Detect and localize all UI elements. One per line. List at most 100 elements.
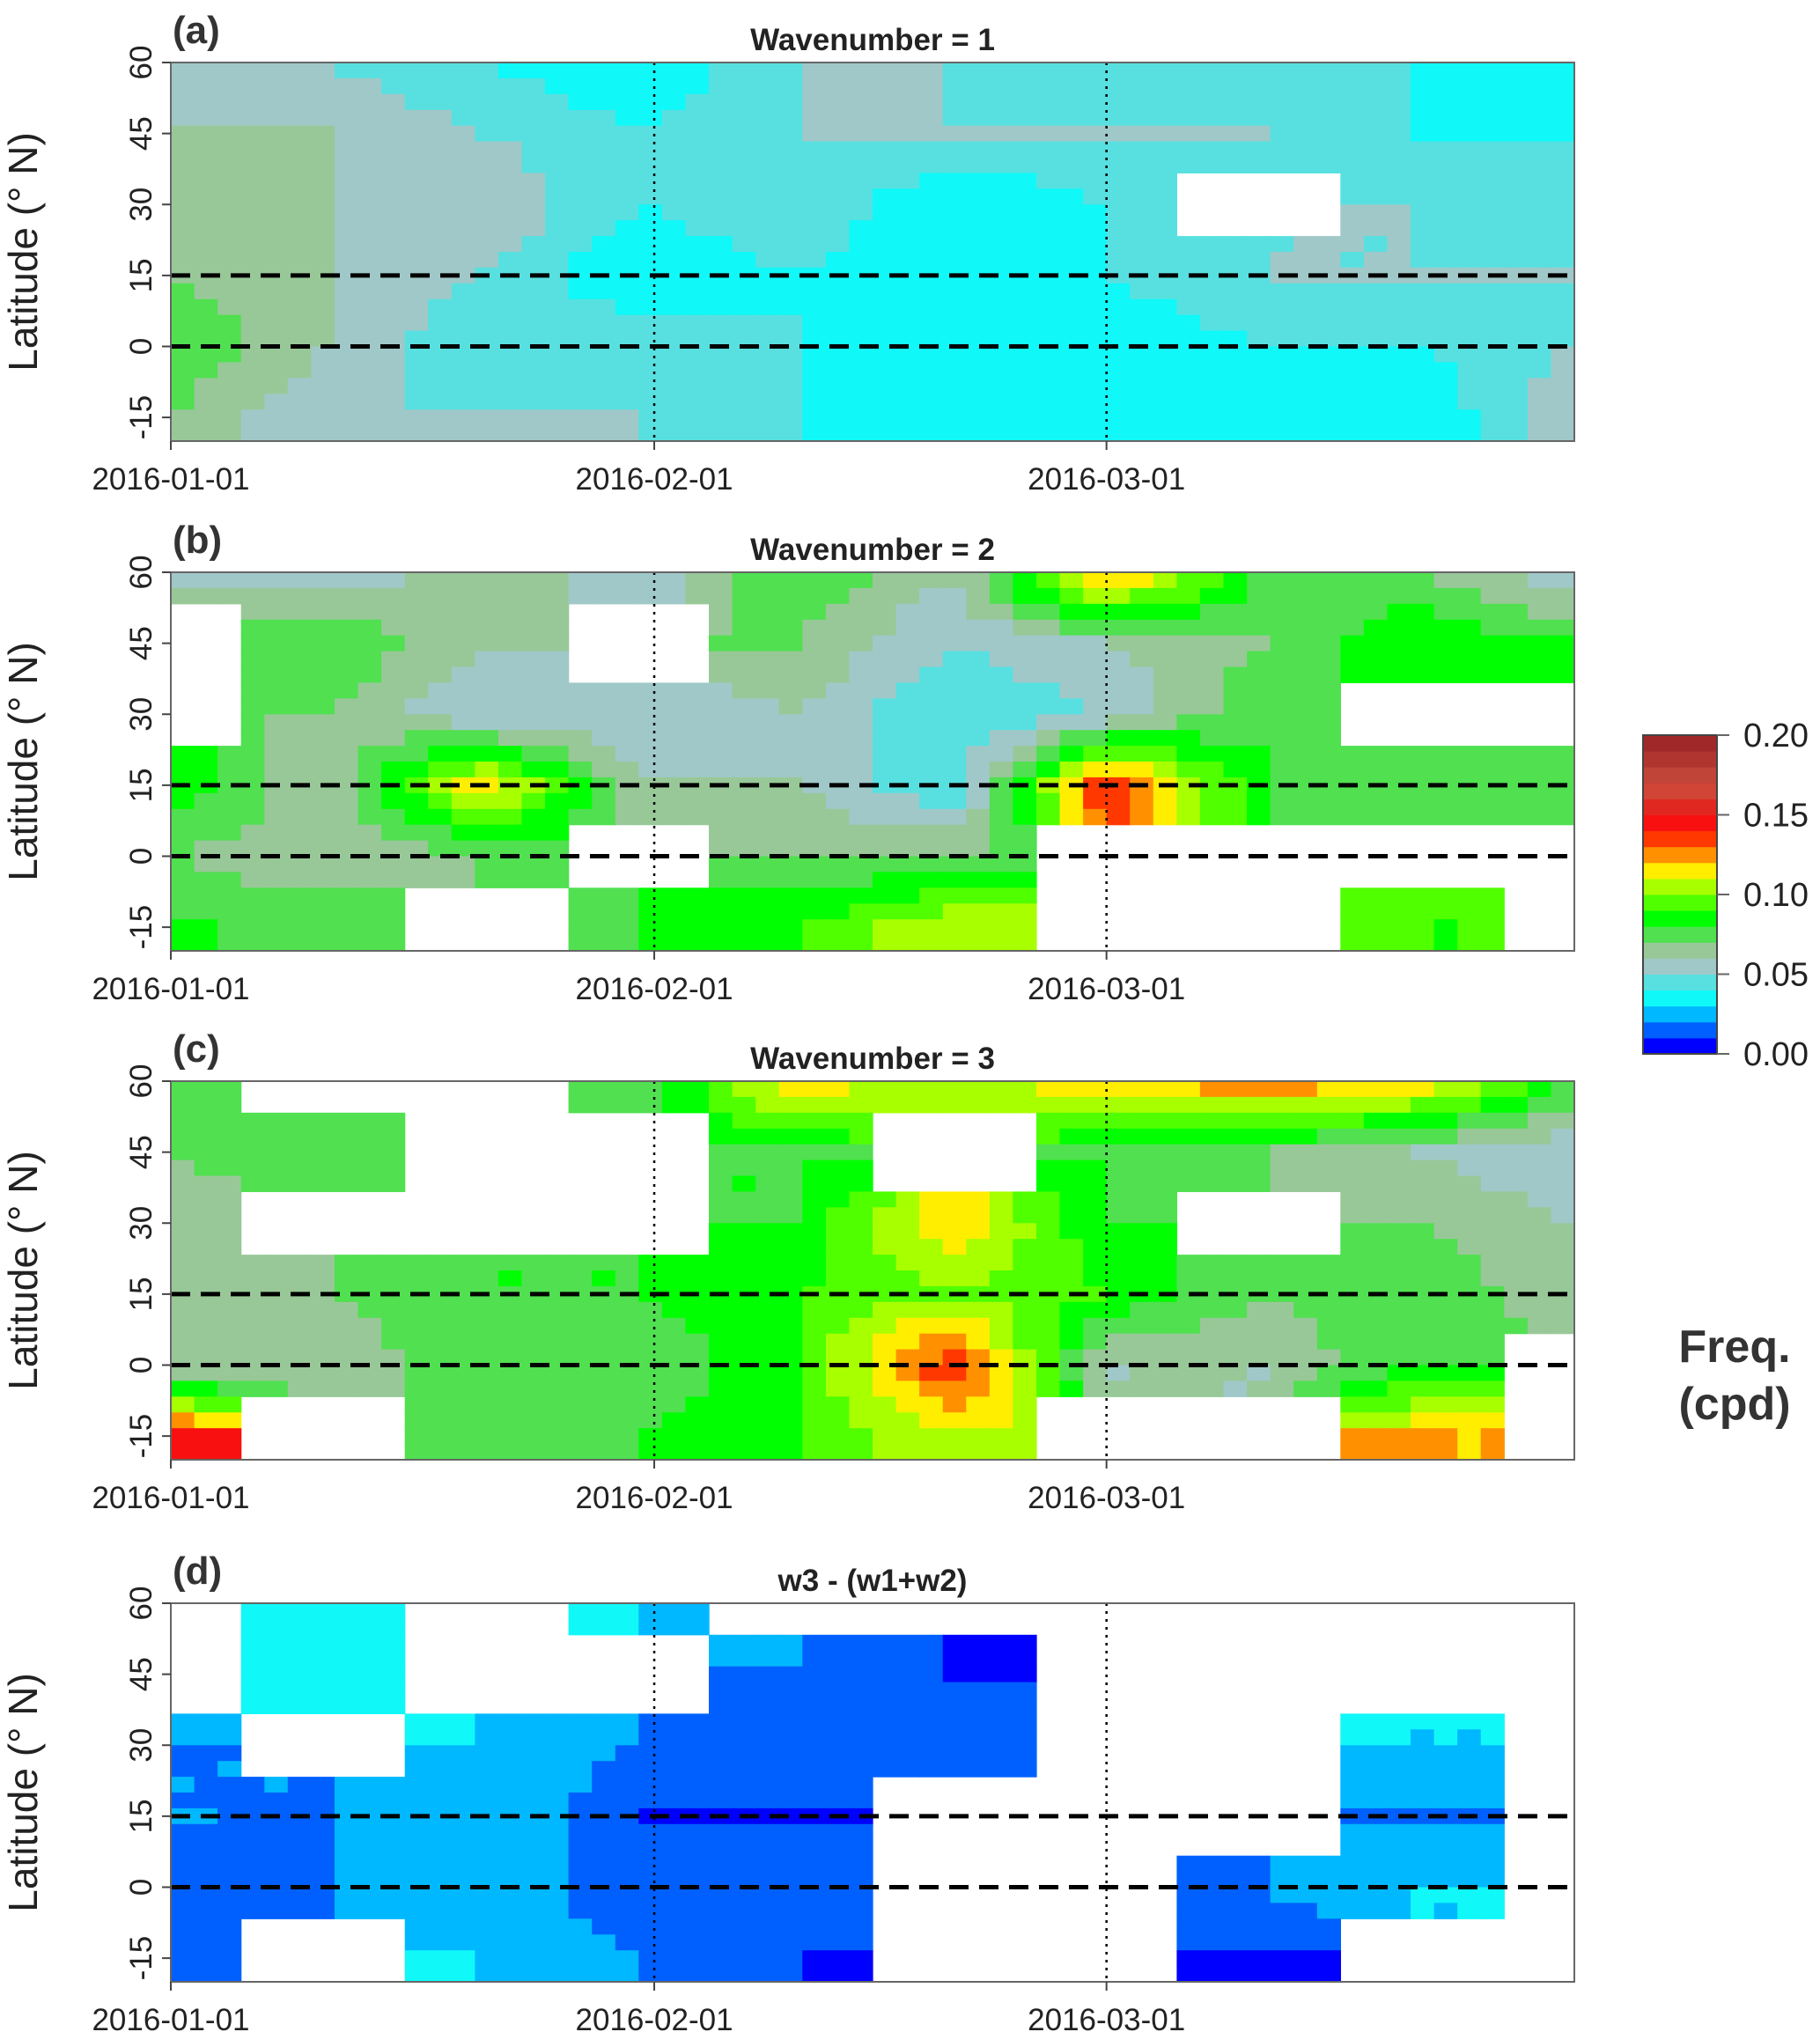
heat-cell bbox=[685, 236, 710, 253]
heat-cell bbox=[1247, 1903, 1271, 1919]
heat-cell bbox=[615, 1603, 639, 1620]
heat-cell bbox=[778, 141, 803, 158]
heat-cell bbox=[895, 1191, 920, 1208]
heat-cell bbox=[755, 603, 780, 621]
heat-cell bbox=[638, 1934, 663, 1951]
heat-cell bbox=[1457, 572, 1482, 589]
heat-cell bbox=[287, 572, 312, 589]
heat-cell bbox=[217, 267, 242, 284]
heat-cell bbox=[451, 330, 475, 348]
heat-cell bbox=[194, 330, 218, 348]
heat-cell bbox=[287, 651, 312, 668]
heat-cell bbox=[661, 63, 687, 79]
heat-cell bbox=[568, 298, 593, 316]
heat-cell bbox=[732, 1223, 756, 1240]
heat-cell bbox=[825, 362, 851, 379]
heat-cell bbox=[989, 824, 1013, 842]
heat-cell bbox=[335, 619, 359, 637]
heat-cell bbox=[895, 762, 920, 778]
heat-cell bbox=[685, 792, 710, 810]
y-tick-label: -15 bbox=[124, 905, 158, 950]
heat-cell bbox=[638, 188, 663, 205]
heat-cell bbox=[1130, 252, 1154, 269]
x-tick-label: 2016-02-01 bbox=[576, 2003, 733, 2032]
heat-cell bbox=[428, 157, 453, 173]
heat-cell bbox=[1480, 619, 1505, 637]
heat-cell bbox=[1083, 220, 1108, 237]
heat-cell bbox=[568, 808, 593, 826]
heat-cell bbox=[802, 1918, 827, 1935]
heat-cell bbox=[335, 666, 359, 683]
heat-cell bbox=[873, 903, 897, 920]
heat-cell bbox=[1106, 808, 1131, 826]
heat-cell bbox=[895, 1365, 920, 1381]
heat-cell bbox=[873, 587, 897, 605]
heat-cell bbox=[240, 77, 265, 95]
heat-cell bbox=[732, 808, 756, 826]
heat-cell bbox=[1316, 651, 1341, 668]
heat-cell bbox=[451, 572, 475, 589]
heat-cell bbox=[802, 698, 827, 715]
heat-cell bbox=[849, 1887, 873, 1903]
heat-cell bbox=[521, 1839, 546, 1857]
heat-cell bbox=[919, 1333, 944, 1351]
heat-cell bbox=[615, 746, 639, 762]
heat-cell bbox=[451, 1713, 475, 1730]
heat-cell bbox=[592, 1950, 616, 1967]
heat-cell bbox=[1013, 666, 1037, 683]
heat-cell bbox=[919, 220, 944, 237]
heat-cell bbox=[1083, 409, 1108, 426]
heat-cell bbox=[1457, 1112, 1482, 1130]
heat-cell bbox=[942, 1207, 967, 1224]
heat-cell bbox=[732, 887, 756, 904]
heat-cell bbox=[264, 1349, 289, 1366]
heat-cell bbox=[685, 730, 710, 747]
heat-cell bbox=[1527, 1255, 1552, 1271]
heat-cell bbox=[545, 840, 570, 858]
heat-cell bbox=[778, 1634, 803, 1652]
x-tick-label: 2016-03-01 bbox=[1028, 2003, 1185, 2032]
heat-cell bbox=[1316, 1903, 1341, 1919]
heat-cell bbox=[966, 109, 991, 127]
heat-cell bbox=[709, 125, 733, 143]
heat-cell bbox=[1247, 762, 1271, 778]
heat-cell bbox=[1223, 666, 1248, 683]
heat-cell bbox=[1387, 1380, 1411, 1397]
heat-cell bbox=[381, 714, 406, 731]
heat-cell bbox=[1199, 1096, 1225, 1114]
heat-cell bbox=[194, 1934, 218, 1951]
heat-cell bbox=[264, 1380, 289, 1397]
heat-cell bbox=[217, 1301, 242, 1319]
heat-cell bbox=[1083, 651, 1108, 668]
heat-cell bbox=[989, 1317, 1013, 1335]
heat-cell bbox=[428, 141, 453, 158]
heat-cell bbox=[615, 887, 639, 904]
heat-cell bbox=[1411, 1191, 1435, 1208]
heat-cell bbox=[1316, 1096, 1341, 1114]
heat-cell bbox=[1293, 63, 1318, 79]
heat-cell bbox=[357, 1175, 382, 1192]
heat-cell bbox=[638, 1081, 663, 1098]
heat-cell bbox=[919, 1301, 944, 1319]
heat-cell bbox=[755, 919, 780, 936]
heat-cell bbox=[778, 666, 803, 683]
heat-cell bbox=[873, 635, 897, 652]
heat-cell bbox=[1480, 1839, 1505, 1857]
heat-cell bbox=[311, 792, 335, 810]
heat-cell bbox=[1457, 919, 1482, 936]
heat-cell bbox=[381, 1871, 406, 1888]
heat-cell bbox=[311, 77, 335, 95]
heat-cell bbox=[568, 1255, 593, 1271]
heat-cell bbox=[451, 1333, 475, 1351]
heat-cell bbox=[966, 394, 991, 410]
heat-cell bbox=[1247, 93, 1271, 111]
heat-cell bbox=[778, 1396, 803, 1413]
colorbar-swatch bbox=[1643, 942, 1717, 959]
heat-cell bbox=[592, 283, 616, 300]
heat-cell bbox=[1106, 378, 1131, 394]
heat-cell bbox=[966, 1666, 991, 1683]
heat-cell bbox=[1013, 1270, 1037, 1287]
heat-cell bbox=[709, 1918, 733, 1935]
heat-cell bbox=[1293, 777, 1318, 794]
heat-cell bbox=[428, 1380, 453, 1397]
